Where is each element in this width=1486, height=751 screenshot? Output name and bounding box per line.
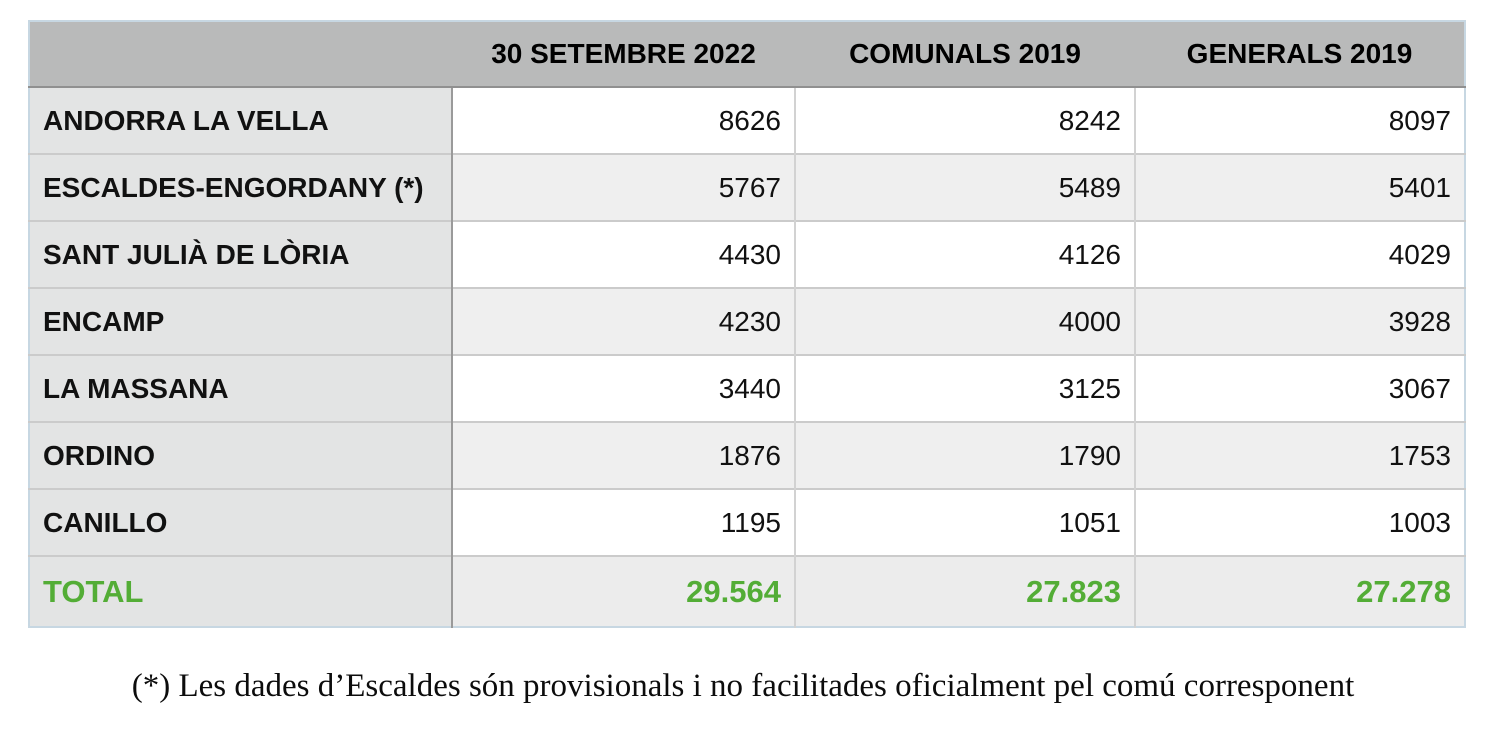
table-row-la-massana: LA MASSANA 3440 3125 3067 <box>29 354 1465 422</box>
table-row-escaldes-engordany: ESCALDES-ENGORDANY (*) 5767 5489 5401 <box>29 153 1465 221</box>
table-row-andorra-la-vella: ANDORRA LA VELLA 8626 8242 8097 <box>29 86 1465 154</box>
value-cell: 4230 <box>452 287 795 355</box>
row-label: ENCAMP <box>29 287 453 355</box>
value-cell: 8097 <box>1134 86 1465 154</box>
total-label: TOTAL <box>29 555 453 627</box>
column-header-comunals-2019: COMUNALS 2019 <box>795 21 1135 88</box>
table-row-encamp: ENCAMP 4230 4000 3928 <box>29 287 1465 355</box>
value-cell: 5767 <box>452 153 795 221</box>
table-row-sant-julia-de-loria: SANT JULIÀ DE LÒRIA 4430 4126 4029 <box>29 220 1465 288</box>
row-label: ESCALDES-ENGORDANY (*) <box>29 153 453 221</box>
value-cell: 3067 <box>1134 354 1465 422</box>
header-row: 30 SETEMBRE 2022 COMUNALS 2019 GENERALS … <box>29 21 1465 88</box>
value-cell: 4430 <box>452 220 795 288</box>
table-row-total: TOTAL 29.564 27.823 27.278 <box>29 555 1465 627</box>
column-header-generals-2019: GENERALS 2019 <box>1135 21 1465 88</box>
value-cell: 1003 <box>1134 488 1465 556</box>
value-cell: 8242 <box>794 86 1135 154</box>
value-cell: 3928 <box>1134 287 1465 355</box>
value-cell: 8626 <box>452 86 795 154</box>
column-header-setembre-2022: 30 SETEMBRE 2022 <box>452 21 795 88</box>
row-label: SANT JULIÀ DE LÒRIA <box>29 220 453 288</box>
value-cell: 3440 <box>452 354 795 422</box>
value-cell: 1051 <box>794 488 1135 556</box>
row-label: CANILLO <box>29 488 453 556</box>
corner-header-cell <box>29 21 452 88</box>
value-cell: 5401 <box>1134 153 1465 221</box>
total-value-cell: 29.564 <box>452 555 795 627</box>
value-cell: 4029 <box>1134 220 1465 288</box>
total-value-cell: 27.823 <box>794 555 1135 627</box>
total-value-cell: 27.278 <box>1134 555 1465 627</box>
value-cell: 1790 <box>794 421 1135 489</box>
row-label: ANDORRA LA VELLA <box>29 86 453 154</box>
row-label: LA MASSANA <box>29 354 453 422</box>
table-row-canillo: CANILLO 1195 1051 1003 <box>29 488 1465 556</box>
table-row-ordino: ORDINO 1876 1790 1753 <box>29 421 1465 489</box>
row-label: ORDINO <box>29 421 453 489</box>
electoral-roll-table: 30 SETEMBRE 2022 COMUNALS 2019 GENERALS … <box>28 20 1466 628</box>
value-cell: 4126 <box>794 220 1135 288</box>
value-cell: 1195 <box>452 488 795 556</box>
value-cell: 5489 <box>794 153 1135 221</box>
value-cell: 1753 <box>1134 421 1465 489</box>
footnote-text: (*) Les dades d’Escaldes són provisional… <box>131 668 1355 704</box>
value-cell: 3125 <box>794 354 1135 422</box>
value-cell: 4000 <box>794 287 1135 355</box>
value-cell: 1876 <box>452 421 795 489</box>
